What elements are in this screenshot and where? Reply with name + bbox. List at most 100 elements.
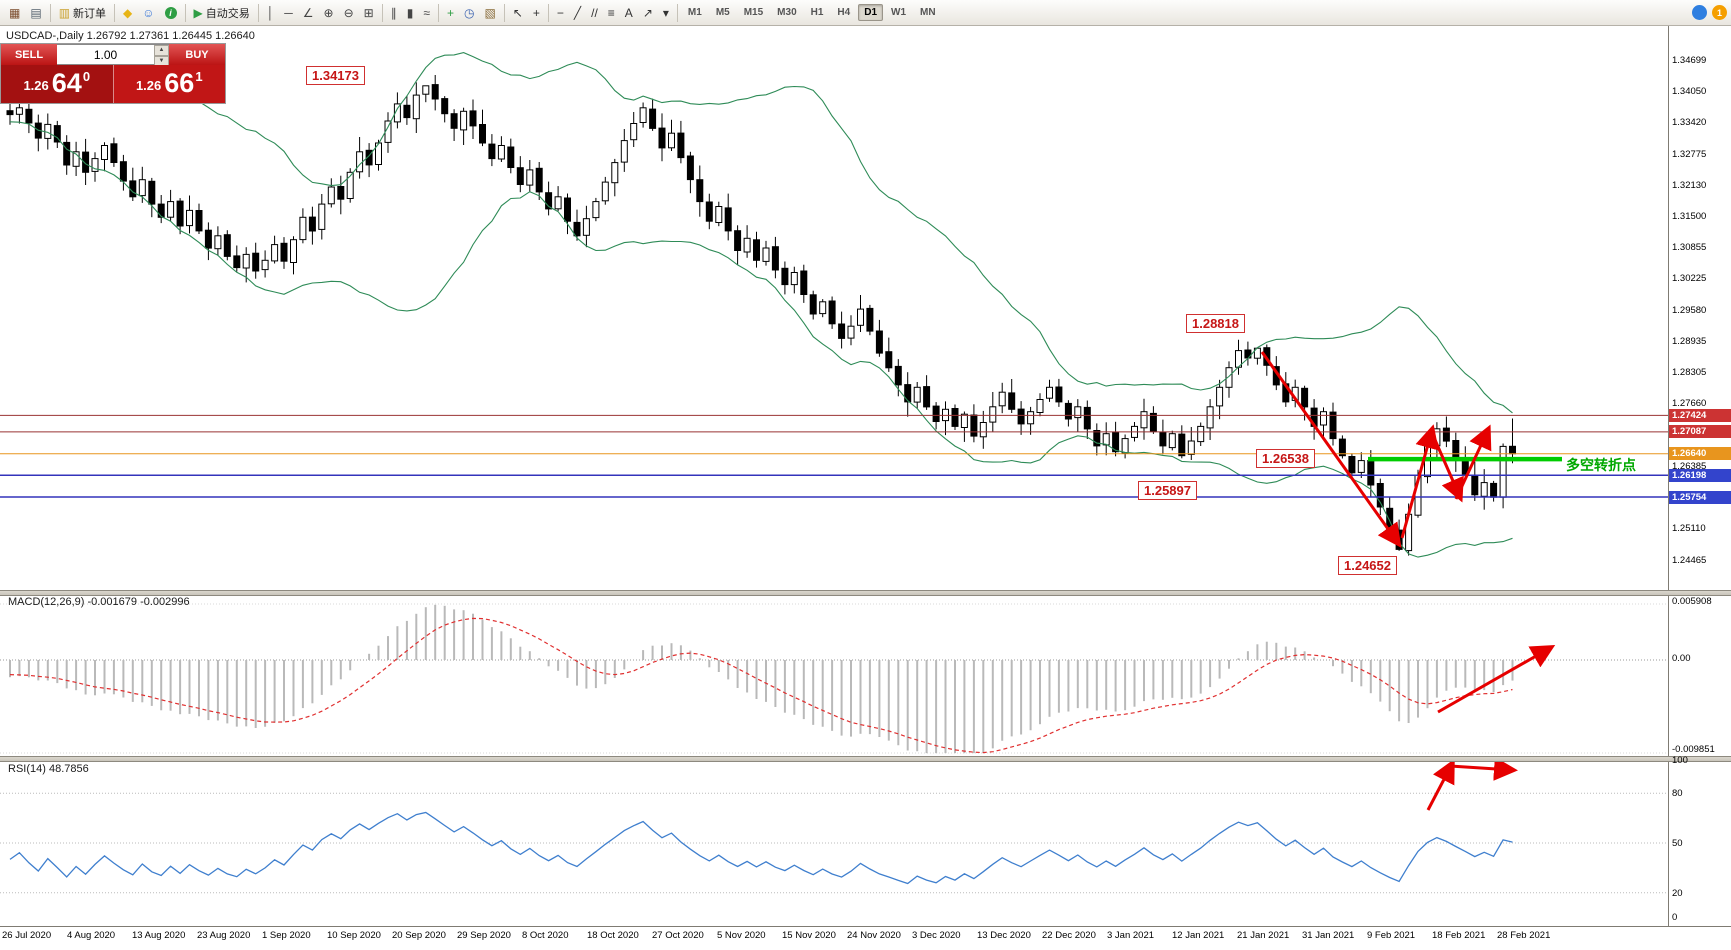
toolbar-separator xyxy=(676,3,678,22)
timeframe-h1-button[interactable]: H1 xyxy=(805,4,830,21)
profiles-icon[interactable]: ▤ xyxy=(26,3,45,23)
templates-icon[interactable]: ▧ xyxy=(480,3,499,23)
toolbar-separator xyxy=(547,3,549,22)
new-chart-icon: ▦ xyxy=(9,5,21,20)
arrows-tool-icon[interactable]: ↗ xyxy=(639,3,657,23)
fibonacci-icon[interactable]: ≡ xyxy=(604,3,619,23)
shapes-dropdown-icon[interactable]: ▾ xyxy=(659,3,673,23)
angle-tool-icon[interactable]: ∠ xyxy=(299,3,318,23)
hline-draw-icon[interactable]: − xyxy=(553,3,568,23)
info-icon[interactable]: i xyxy=(161,3,181,23)
cursor-icon[interactable]: ↖ xyxy=(509,3,527,23)
drawn-objects-layer xyxy=(0,351,1668,811)
indicators-add-icon[interactable]: + xyxy=(443,3,458,23)
signals-icon: ☺ xyxy=(142,5,155,20)
hline-draw-icon: − xyxy=(556,5,564,20)
rsi-flat-arrow xyxy=(1449,756,1518,781)
panel-splitter-rsi[interactable] xyxy=(0,756,1731,762)
time-axis xyxy=(0,926,1731,950)
info-icon: i xyxy=(164,6,177,19)
autotrading-button: ▶ xyxy=(193,5,203,20)
sell-price-button[interactable]: 1.26 64 0 xyxy=(1,65,113,103)
new-chart-icon[interactable]: ▦ xyxy=(5,3,24,23)
indicators-add-icon: + xyxy=(446,5,454,20)
buy-button[interactable]: BUY xyxy=(169,44,225,65)
shapes-dropdown-icon: ▾ xyxy=(662,5,669,20)
trendline-draw-icon: ╱ xyxy=(573,5,582,20)
timeframe-m5-button[interactable]: M5 xyxy=(710,4,736,21)
notification-badge[interactable]: 1 xyxy=(1712,5,1727,20)
candlestick-chart-icon[interactable]: ▮ xyxy=(403,3,418,23)
zoom-out-icon: ⊖ xyxy=(343,5,354,20)
timeframe-w1-button[interactable]: W1 xyxy=(885,4,912,21)
toolbar-separator xyxy=(257,3,259,22)
tile-windows-icon[interactable]: ⊞ xyxy=(360,3,378,23)
timeframe-d1-button[interactable]: D1 xyxy=(858,4,884,21)
rsi-layer xyxy=(0,792,1668,894)
arrows-tool-icon: ↗ xyxy=(642,5,653,20)
volume-up-button[interactable]: ▲ xyxy=(154,45,169,56)
line-chart-icon[interactable]: ≈ xyxy=(419,3,434,23)
sell-price-pips: 64 xyxy=(51,68,82,98)
vertical-line-tool-icon[interactable]: │ xyxy=(263,3,279,23)
line-chart-icon: ≈ xyxy=(423,5,430,20)
toolbar-group: ◆ ☺ i xyxy=(118,3,182,23)
timeframe-m1-button[interactable]: M1 xyxy=(682,4,708,21)
toolbar-group: ▦ ▤ xyxy=(4,3,47,23)
market-icon: ◆ xyxy=(123,5,133,20)
buy-price-button[interactable]: 1.26 66 1 xyxy=(112,65,225,103)
toolbar-group: + ◷ ▧ xyxy=(442,3,501,23)
volume-field: ▲ ▼ xyxy=(57,44,169,67)
timeframe-m30-button[interactable]: M30 xyxy=(771,4,802,21)
horizontal-line-tool-icon[interactable]: ─ xyxy=(280,3,297,23)
volume-input[interactable] xyxy=(57,45,154,64)
periods-icon: ◷ xyxy=(463,5,475,20)
templates-icon: ▧ xyxy=(484,5,496,20)
toolbar: ▦ ▤ ▥ 新订单 ◆ ☺ i ▶ 自动交易 │ ─ ∠ ⊕ ⊖ ⊞ ∥ ▮ ≈ + ◷ ▧ ↖ + − ╱//≡ A ↗ ▾ M1 M5… xyxy=(0,0,1731,26)
autotrading-button[interactable]: ▶ 自动交易 xyxy=(190,3,254,23)
channel-draw-icon[interactable]: // xyxy=(587,3,602,23)
macd-indicator-label: MACD(12,26,9) -0.001679 -0.002996 xyxy=(8,596,190,608)
market-icon[interactable]: ◆ xyxy=(119,3,136,23)
timeframe-h4-button[interactable]: H4 xyxy=(831,4,856,21)
macd-layer xyxy=(0,603,1668,754)
text-tool-icon: A xyxy=(624,5,633,20)
toolbar-group: ▥ 新订单 xyxy=(54,3,111,23)
autotrading-button-label: 自动交易 xyxy=(205,7,250,20)
toolbar-group: ↖ + xyxy=(508,3,545,23)
bollinger-bands-layer xyxy=(9,52,1513,558)
buy-price-point: 1 xyxy=(195,69,203,84)
toolbar-separator xyxy=(437,3,439,22)
bar-chart-icon: ∥ xyxy=(390,5,397,20)
sell-price-point: 0 xyxy=(82,69,91,84)
crosshair-icon[interactable]: + xyxy=(529,3,544,23)
toolbar-separator xyxy=(503,3,505,22)
text-tool-icon[interactable]: A xyxy=(621,3,637,23)
new-order-button[interactable]: ▥ 新订单 xyxy=(55,3,110,23)
rebound-arrow-1 xyxy=(1400,424,1439,539)
signals-icon[interactable]: ☺ xyxy=(138,3,158,23)
sell-button[interactable]: SELL xyxy=(1,44,57,65)
panel-splitter-macd[interactable] xyxy=(0,590,1731,596)
periods-icon[interactable]: ◷ xyxy=(460,3,478,23)
cursor-icon: ↖ xyxy=(512,5,523,20)
candlestick-chart-icon: ▮ xyxy=(406,5,414,20)
tile-windows-icon: ⊞ xyxy=(363,5,374,20)
timeframe-m15-button[interactable]: M15 xyxy=(738,4,769,21)
profiles-icon: ▤ xyxy=(30,5,42,20)
new-order-button-label: 新订单 xyxy=(73,7,107,20)
chart-ohlc-header: USDCAD-,Daily 1.26792 1.27361 1.26445 1.… xyxy=(6,30,255,42)
channel-draw-icon: // xyxy=(591,5,598,20)
timeframe-mn-button[interactable]: MN xyxy=(914,4,942,21)
trendline-draw-icon[interactable]: ╱ xyxy=(570,3,585,23)
vertical-line-tool-icon: │ xyxy=(266,5,275,20)
community-badge[interactable] xyxy=(1692,5,1707,20)
bar-chart-icon[interactable]: ∥ xyxy=(387,3,401,23)
zoom-out-icon[interactable]: ⊖ xyxy=(340,3,358,23)
sell-price-big: 1.26 xyxy=(23,78,49,93)
toolbar-group: − ╱ // ≡ A ↗ ▾ xyxy=(552,3,674,23)
zoom-in-icon[interactable]: ⊕ xyxy=(320,3,338,23)
